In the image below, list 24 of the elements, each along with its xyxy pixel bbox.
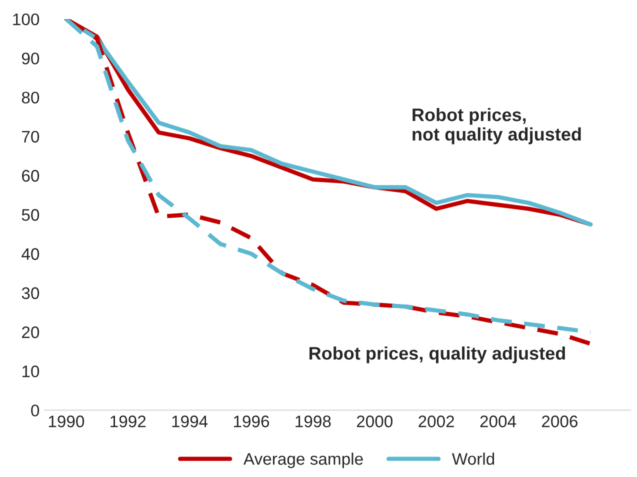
x-tick-label: 1990 <box>48 416 84 428</box>
x-tick-label: 2002 <box>418 416 454 428</box>
annotation: Robot prices, not quality adjusted <box>412 108 581 144</box>
annotation: Robot prices, quality adjusted <box>310 346 565 364</box>
x-tick-label: 2000 <box>356 416 393 428</box>
x-tick-label: 1992 <box>110 416 146 428</box>
y-tick-label: 0 <box>31 404 40 416</box>
y-tick-label: 90 <box>22 52 40 64</box>
y-tick-label: 80 <box>22 92 40 104</box>
y-tick-label: 30 <box>22 287 40 300</box>
x-tick-label: 1996 <box>234 416 270 428</box>
legend-label: Average sample <box>243 452 363 468</box>
x-tick-label: 1998 <box>296 416 331 428</box>
legend-label: World <box>452 452 494 465</box>
y-tick-label: 50 <box>22 209 40 221</box>
x-tick-label: 1994 <box>172 416 208 428</box>
y-tick-label: 70 <box>22 130 40 143</box>
y-tick-label: 10 <box>22 366 40 378</box>
y-tick-label: 100 <box>13 13 40 26</box>
x-tick-label: 2006 <box>542 416 578 428</box>
y-tick-label: 20 <box>22 326 40 338</box>
y-tick-label: 40 <box>22 248 40 260</box>
x-tick-label: 2004 <box>480 416 516 428</box>
y-tick-label: 60 <box>22 170 40 182</box>
